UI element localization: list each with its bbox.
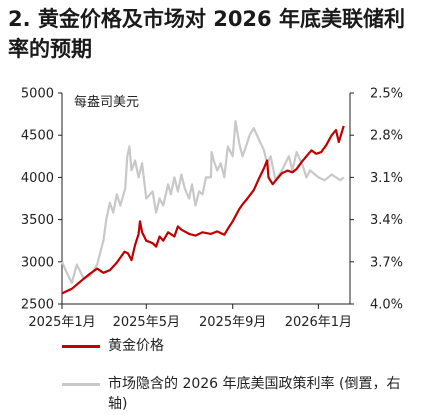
chart-title: 2. 黄金价格及市场对 2026 年底美联储利率的预期 xyxy=(8,7,405,61)
left-axis-tick-label: 3000 xyxy=(21,255,54,270)
left-axis-unit-label: 每盎司美元 xyxy=(74,94,139,110)
right-axis-tick-label: 2.5% xyxy=(370,87,403,102)
legend-rate-swatch xyxy=(62,383,100,386)
right-axis-tick-label: 2.8% xyxy=(370,129,403,144)
legend-gold-label: 黄金价格 xyxy=(108,338,164,354)
x-axis-tick-label: 2026年1月 xyxy=(285,315,352,330)
right-axis-tick-label: 3.7% xyxy=(370,255,403,270)
left-axis-tick-label: 4500 xyxy=(21,129,54,144)
x-axis-tick-label: 2025年9月 xyxy=(199,315,266,330)
series-gold-line xyxy=(61,125,345,295)
chart-axes: 5000 4500 4000 3500 3000 2500 2.5% 2.8% 3.1% 3.4%… xyxy=(21,87,403,331)
right-axis-tick-label: 3.1% xyxy=(370,171,403,186)
chart-lines xyxy=(60,119,345,295)
left-axis-tick-label: 3500 xyxy=(21,213,54,228)
right-axis-tick-label: 4.0% xyxy=(370,298,403,313)
left-axis-tick-label: 4000 xyxy=(21,171,54,186)
left-axis-tick-label: 5000 xyxy=(21,87,54,102)
x-axis-tick-label: 2025年5月 xyxy=(113,315,180,330)
legend-gold-swatch xyxy=(62,345,100,348)
right-axis-tick-label: 3.4% xyxy=(370,213,403,228)
x-axis-tick-label: 2025年1月 xyxy=(28,315,95,330)
left-axis-tick-label: 2500 xyxy=(21,298,54,313)
series-rate-line xyxy=(60,119,345,284)
legend-rate-label: 市场隐含的 2026 年底美国政策利率 (倒置，右轴) xyxy=(108,376,401,412)
